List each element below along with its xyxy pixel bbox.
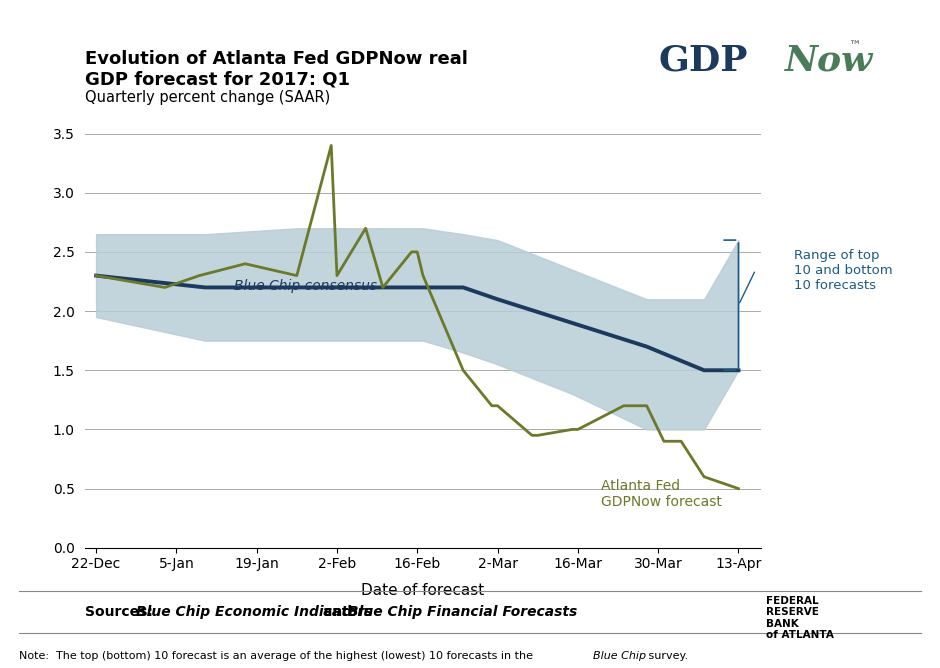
X-axis label: Date of forecast: Date of forecast (361, 582, 485, 598)
Text: GDP: GDP (658, 43, 747, 77)
Text: Blue Chip consensus: Blue Chip consensus (234, 279, 377, 293)
Text: Sources:: Sources: (85, 605, 163, 619)
Text: ™: ™ (848, 40, 860, 53)
Text: Now: Now (785, 43, 873, 77)
Text: Blue Chip: Blue Chip (593, 651, 647, 661)
Text: Blue Chip Economic Indicators: Blue Chip Economic Indicators (136, 605, 373, 619)
Text: Atlanta Fed
GDPNow forecast: Atlanta Fed GDPNow forecast (601, 479, 722, 509)
Text: survey.: survey. (645, 651, 688, 661)
Text: and: and (318, 605, 356, 619)
Text: Evolution of Atlanta Fed GDPNow real: Evolution of Atlanta Fed GDPNow real (85, 50, 467, 68)
Text: Range of top
10 and bottom
10 forecasts: Range of top 10 and bottom 10 forecasts (794, 249, 893, 292)
Text: Blue Chip Financial Forecasts: Blue Chip Financial Forecasts (348, 605, 577, 619)
Text: Note:  The top (bottom) 10 forecast is an average of the highest (lowest) 10 for: Note: The top (bottom) 10 forecast is an… (19, 651, 537, 661)
Text: FEDERAL
RESERVE
BANK
of ATLANTA: FEDERAL RESERVE BANK of ATLANTA (766, 595, 834, 641)
Text: Quarterly percent change (SAAR): Quarterly percent change (SAAR) (85, 90, 330, 104)
Text: GDP forecast for 2017: Q1: GDP forecast for 2017: Q1 (85, 70, 350, 88)
